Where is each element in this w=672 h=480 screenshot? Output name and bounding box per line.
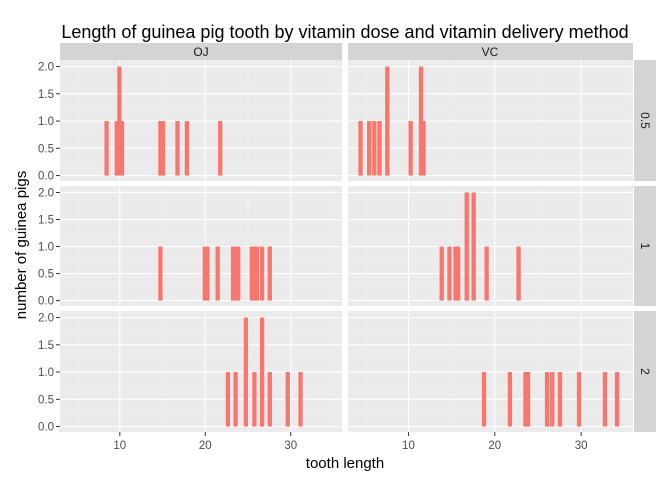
y-tick-label: 0.0 bbox=[38, 422, 54, 434]
x-tick-label: 10 bbox=[402, 440, 415, 452]
histogram-bar bbox=[202, 246, 207, 301]
histogram-bar bbox=[205, 246, 210, 301]
y-tick-label: 1.5 bbox=[38, 340, 54, 352]
histogram-bar bbox=[464, 192, 469, 301]
histogram-bar bbox=[218, 121, 223, 176]
y-tick-label: 0.0 bbox=[38, 296, 54, 308]
histogram-bar bbox=[447, 246, 452, 301]
histogram-bar bbox=[249, 246, 254, 301]
strip-background-dose-0-5 bbox=[634, 60, 656, 181]
x-tick-label: 30 bbox=[284, 440, 297, 452]
y-tick-label: 1.5 bbox=[38, 215, 54, 227]
histogram-bar bbox=[267, 246, 272, 301]
histogram-bar bbox=[236, 246, 241, 301]
histogram-bar bbox=[484, 246, 489, 301]
histogram-bar bbox=[602, 372, 608, 427]
histogram-bar bbox=[160, 121, 166, 176]
chart-title: Length of guinea pig tooth by vitamin do… bbox=[61, 22, 628, 42]
histogram-bar bbox=[252, 372, 257, 427]
histogram-bar bbox=[184, 121, 190, 176]
y-tick-label: 1.5 bbox=[38, 89, 54, 101]
histogram-bar bbox=[439, 246, 444, 301]
strip-background-oj bbox=[60, 43, 342, 60]
strip-background-dose-1 bbox=[634, 186, 656, 306]
x-tick-label: 30 bbox=[575, 440, 588, 452]
histogram-bar bbox=[233, 246, 238, 301]
histogram-bar bbox=[358, 121, 363, 176]
strip-label-dose-1: 1 bbox=[638, 243, 652, 250]
strip-label-vc: VC bbox=[482, 45, 499, 59]
histogram-bar bbox=[385, 66, 390, 176]
y-tick-label: 2.0 bbox=[38, 187, 54, 199]
histogram-bar bbox=[525, 372, 531, 427]
histogram-bar bbox=[418, 66, 424, 176]
histogram-bar bbox=[516, 246, 521, 301]
y-tick-label: 2.0 bbox=[38, 313, 54, 325]
histogram-bar bbox=[259, 317, 265, 427]
histogram-bar bbox=[408, 121, 413, 176]
y-tick-label: 1.0 bbox=[38, 242, 54, 254]
histogram-bar bbox=[481, 372, 487, 427]
histogram-bar bbox=[233, 372, 238, 427]
histogram-bar bbox=[117, 66, 122, 176]
plot-area: 0.0 0.5 1.0 1.5 2.0 0.0 0.5 1.0 1.5 2.0 0.0 0.5 1.0 1… bbox=[38, 60, 633, 452]
histogram-bar bbox=[158, 246, 163, 301]
strip-background-vc bbox=[348, 43, 633, 60]
histogram-bar bbox=[252, 246, 257, 301]
y-tick-label: 0.5 bbox=[38, 269, 54, 281]
histogram-bar bbox=[267, 372, 272, 427]
histogram-bar bbox=[175, 121, 180, 176]
histogram-bar bbox=[285, 372, 290, 427]
y-tick-label: 1.0 bbox=[38, 116, 54, 128]
strip-background-dose-2 bbox=[634, 311, 656, 432]
histogram-bar bbox=[471, 192, 476, 301]
y-tick-label: 0.5 bbox=[38, 143, 54, 155]
strip-label-dose-0-5: 0.5 bbox=[638, 112, 652, 129]
histogram-bar bbox=[230, 246, 236, 301]
histogram-bar bbox=[158, 121, 163, 176]
histogram-bar bbox=[119, 121, 125, 176]
x-tick-label: 10 bbox=[113, 440, 126, 452]
histogram-bar bbox=[259, 246, 265, 301]
histogram-bar bbox=[215, 246, 220, 301]
histogram-bar bbox=[544, 372, 550, 427]
histogram-bar bbox=[523, 372, 528, 427]
y-tick-label: 2.0 bbox=[38, 62, 54, 74]
histogram-bar bbox=[455, 246, 461, 301]
histogram-bar bbox=[557, 372, 563, 427]
x-tick-label: 20 bbox=[199, 440, 212, 452]
histogram-bar bbox=[421, 121, 426, 176]
y-tick-label: 0.0 bbox=[38, 171, 54, 183]
histogram-bar bbox=[550, 372, 555, 427]
histogram-bar bbox=[377, 121, 382, 176]
histogram-bar bbox=[114, 121, 119, 176]
strip-label-oj: OJ bbox=[193, 45, 208, 59]
histogram-bar bbox=[507, 372, 513, 427]
histogram-bar bbox=[298, 372, 303, 427]
histogram-bar bbox=[104, 121, 109, 176]
strip-label-dose-2: 2 bbox=[638, 368, 652, 375]
histogram-bar bbox=[372, 121, 377, 176]
histogram-bar bbox=[576, 372, 582, 427]
histogram-bar bbox=[453, 246, 458, 301]
y-tick-label: 0.5 bbox=[38, 394, 54, 406]
histogram-bar bbox=[367, 121, 372, 176]
x-axis-title: tooth length bbox=[306, 455, 384, 472]
histogram-bar bbox=[254, 246, 260, 301]
histogram-bar bbox=[614, 372, 620, 427]
y-tick-label: 1.0 bbox=[38, 367, 54, 379]
y-axis-title: number of guinea pigs bbox=[13, 171, 30, 319]
histogram-bar bbox=[225, 372, 231, 427]
x-tick-label: 20 bbox=[488, 440, 501, 452]
histogram-bar bbox=[243, 317, 248, 427]
